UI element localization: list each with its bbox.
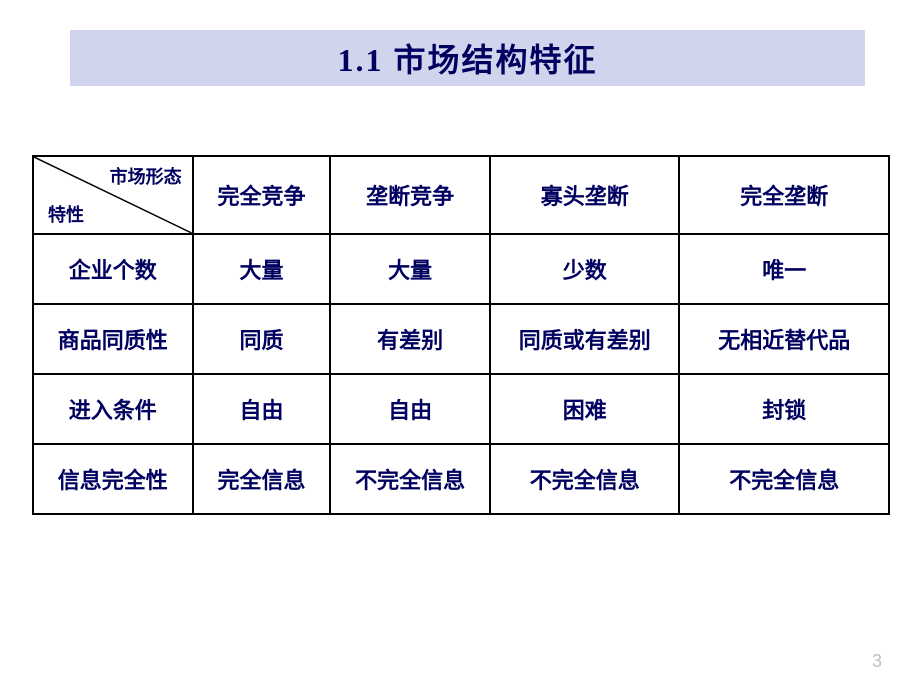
table-row: 进入条件 自由 自由 困难 封锁 [33, 374, 889, 444]
row-label: 进入条件 [33, 374, 193, 444]
col-header: 垄断竞争 [330, 156, 490, 234]
table-cell: 大量 [193, 234, 331, 304]
table-cell: 大量 [330, 234, 490, 304]
table-row: 商品同质性 同质 有差别 同质或有差别 无相近替代品 [33, 304, 889, 374]
table-header-row: 市场形态 特性 完全竞争 垄断竞争 寡头垄断 完全垄断 [33, 156, 889, 234]
table-cell: 困难 [490, 374, 680, 444]
table-row: 信息完全性 完全信息 不完全信息 不完全信息 不完全信息 [33, 444, 889, 514]
table-cell: 不完全信息 [490, 444, 680, 514]
title-bar: 1.1 市场结构特征 [70, 30, 865, 86]
table-cell: 无相近替代品 [679, 304, 889, 374]
table-cell: 同质 [193, 304, 331, 374]
table-cell: 唯一 [679, 234, 889, 304]
row-label: 信息完全性 [33, 444, 193, 514]
table-cell: 有差别 [330, 304, 490, 374]
col-header: 完全竞争 [193, 156, 331, 234]
page-number: 3 [872, 651, 882, 672]
table-cell: 封锁 [679, 374, 889, 444]
table-row: 企业个数 大量 大量 少数 唯一 [33, 234, 889, 304]
col-header: 完全垄断 [679, 156, 889, 234]
table-cell: 少数 [490, 234, 680, 304]
table-cell: 自由 [330, 374, 490, 444]
market-structure-table: 市场形态 特性 完全竞争 垄断竞争 寡头垄断 完全垄断 企业个数 大量 大量 少… [32, 155, 890, 515]
header-bottom-label: 特性 [48, 201, 84, 227]
row-label: 企业个数 [33, 234, 193, 304]
table-cell: 完全信息 [193, 444, 331, 514]
page-title: 1.1 市场结构特征 [337, 35, 597, 81]
col-header: 寡头垄断 [490, 156, 680, 234]
table-cell: 不完全信息 [330, 444, 490, 514]
row-label: 商品同质性 [33, 304, 193, 374]
table-cell: 自由 [193, 374, 331, 444]
table-cell: 不完全信息 [679, 444, 889, 514]
header-diagonal-cell: 市场形态 特性 [33, 156, 193, 234]
header-top-label: 市场形态 [110, 163, 182, 189]
table: 市场形态 特性 完全竞争 垄断竞争 寡头垄断 完全垄断 企业个数 大量 大量 少… [32, 155, 890, 515]
table-cell: 同质或有差别 [490, 304, 680, 374]
